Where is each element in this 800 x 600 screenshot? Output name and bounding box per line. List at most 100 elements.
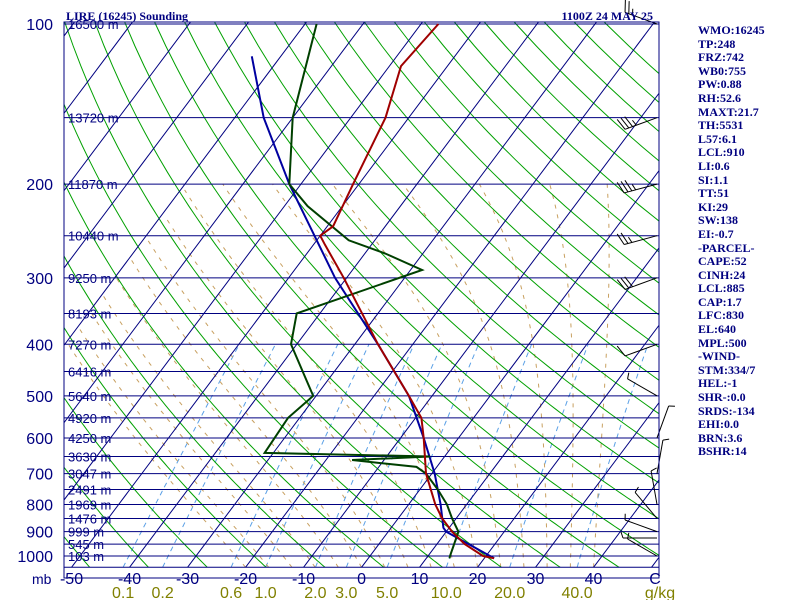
mixing-ratio-tick-label: 0.6 [220, 585, 242, 600]
wind-barb-staff [624, 519, 658, 533]
pressure-tick-label: 300 [26, 271, 53, 288]
height-label: 3630 m [68, 449, 111, 464]
mixing-ratio-line [314, 344, 415, 568]
isotherm-line [303, 92, 659, 568]
index-line: MPL:500 [698, 335, 747, 350]
wind-barb-half-flag [632, 119, 637, 126]
wind-barb-staff [627, 538, 658, 557]
index-line: HEL:-1 [698, 376, 738, 391]
temperature-tick-label: 30 [527, 571, 545, 588]
index-line: LI:0.6 [698, 158, 730, 173]
wind-barb-half-flag [627, 372, 630, 379]
pressure-tick-label: 200 [26, 177, 53, 194]
index-line: SHR-:0.0 [698, 390, 746, 405]
mixing-ratio-line [122, 344, 240, 568]
temperature-tick-label: -50 [60, 571, 83, 588]
index-line: BSHR:14 [698, 444, 747, 459]
mixing-ratio-tick-label: 20.0 [494, 585, 525, 600]
height-label: 1476 m [68, 511, 111, 526]
wind-barb-staff [624, 183, 658, 194]
temperature-trace [318, 23, 495, 560]
wind-barb-staff [624, 277, 658, 290]
dry-adiabat-line [64, 326, 267, 568]
wind-barb-half-flag [662, 438, 670, 441]
mixing-ratio-line [386, 344, 480, 568]
mixing-ratio-tick-label: 5.0 [376, 585, 398, 600]
wind-barb-flag [616, 233, 625, 245]
isotherm-line [64, 22, 308, 347]
index-line: EL:640 [698, 322, 737, 337]
moist-adiabat-line [332, 183, 502, 568]
isotherm-line [64, 22, 424, 501]
index-line: KI:29 [698, 199, 728, 214]
pressure-tick-label: 600 [26, 431, 53, 448]
pressure-tick-label: 700 [26, 467, 53, 484]
mixing-ratio-tick-label: 40.0 [562, 585, 593, 600]
wind-barb-flag [624, 180, 633, 192]
index-line: SI:1.1 [698, 172, 729, 187]
height-label: 9250 m [68, 271, 111, 286]
moist-adiabat-line [129, 257, 362, 568]
parcel-trace [250, 56, 495, 560]
isotherm-line [419, 247, 659, 568]
wind-barb-half-flag [620, 531, 624, 539]
index-line: TH:5531 [698, 118, 744, 133]
index-line: L57:6.1 [698, 131, 737, 146]
temperature-tick-label: 40 [585, 571, 603, 588]
height-label: 6416 m [68, 365, 111, 380]
mixing-ratio-line [345, 344, 443, 568]
wind-barb-flag [620, 117, 630, 129]
wind-barb-flag [624, 276, 633, 288]
mixing-ratio-tick-label: 1.0 [254, 585, 276, 600]
moist-adiabat-line [164, 216, 409, 568]
index-line: LFC:830 [698, 308, 744, 323]
index-line: TT:51 [698, 186, 730, 201]
wind-barb-flag [616, 279, 626, 290]
wind-barb-flag [620, 277, 630, 289]
moist-adiabat-line [593, 184, 610, 568]
mixing-ratio-tick-label: 3.0 [335, 585, 357, 600]
index-line: TP:248 [698, 36, 736, 51]
wind-barb-staff [627, 378, 658, 397]
index-line: CINH:24 [698, 267, 746, 282]
height-label: 4250 m [68, 431, 111, 446]
height-label: 10440 m [68, 229, 119, 244]
pressure-tick-label: 1000 [17, 549, 53, 566]
moist-adiabat-line [549, 183, 574, 568]
height-label: 4920 m [68, 411, 111, 426]
mixing-ratio-line [162, 344, 276, 568]
dry-adiabat-line [64, 255, 326, 568]
mixing-ratio-line [230, 344, 339, 568]
height-label: 545 m [68, 537, 104, 552]
mixing-ratio-tick-label: 0.2 [152, 585, 174, 600]
moist-adiabat-line [79, 329, 270, 568]
chart-time: 1100Z 24 MAY 25 [562, 9, 653, 23]
pressure-tick-label: 900 [26, 525, 53, 542]
wind-barb-staff [650, 470, 658, 505]
wind-barb-flag [616, 119, 626, 130]
index-line: SW:138 [698, 213, 739, 228]
index-line: CAP:1.7 [698, 294, 742, 309]
wind-barb-flag [620, 181, 629, 193]
pressure-tick-label: 800 [26, 497, 53, 514]
temperature-tick-label: -10 [292, 571, 315, 588]
temperature-tick-label: 10 [411, 571, 429, 588]
moist-adiabat-line [147, 240, 386, 568]
pressure-tick-label: 100 [26, 17, 53, 34]
height-label: 3047 m [68, 467, 111, 482]
mixing-ratio-line [445, 344, 533, 568]
mixing-ratio-line [576, 344, 649, 568]
height-label: 999 m [68, 525, 104, 540]
height-label: 7270 m [68, 337, 111, 352]
wind-barb-flag [624, 116, 633, 127]
height-label: 103 m [68, 549, 104, 564]
wind-barb-half-flag [650, 467, 657, 472]
moist-adiabat-line [402, 183, 525, 568]
isotherm-line [64, 22, 366, 424]
wind-barb-half-flag [627, 532, 630, 540]
pressure-unit-label: mb [32, 571, 52, 587]
wind-barb-half-flag [631, 184, 637, 191]
index-line: PW:0.88 [698, 77, 742, 92]
isotherm-line [71, 22, 482, 568]
